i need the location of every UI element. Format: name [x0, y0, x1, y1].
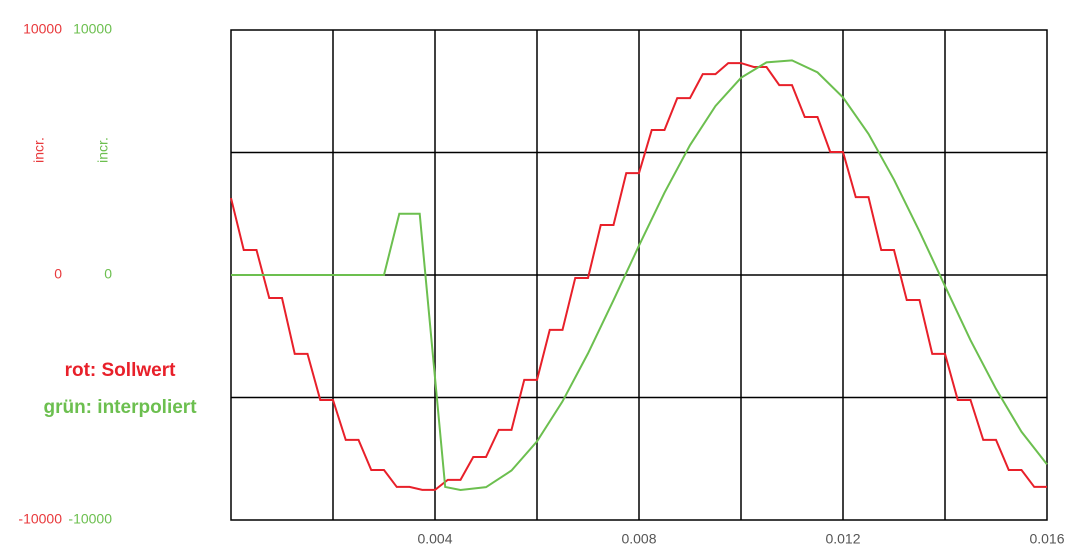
y2-tick-label: 0: [104, 266, 112, 282]
x-tick-label: 0.012: [825, 531, 860, 547]
data-line: [230, 62, 1047, 491]
x-tick-label: 0.004: [417, 531, 452, 547]
x-tick-label: 0.008: [621, 531, 656, 547]
x-tick-label: 0.016: [1029, 531, 1064, 547]
legend-entry: grün: interpoliert: [43, 397, 197, 418]
y-axis-label: incr.: [31, 137, 47, 163]
data-line: [231, 59, 1048, 492]
y-tick-label: -10000: [18, 511, 62, 527]
y-tick-label: 0: [54, 266, 62, 282]
y2-axis-label: incr.: [95, 137, 111, 163]
legend-entry: rot: Sollwert: [65, 360, 177, 381]
y2-tick-label: -10000: [68, 511, 112, 527]
y-tick-label: 10000: [23, 21, 62, 37]
y2-tick-label: 10000: [73, 21, 112, 37]
